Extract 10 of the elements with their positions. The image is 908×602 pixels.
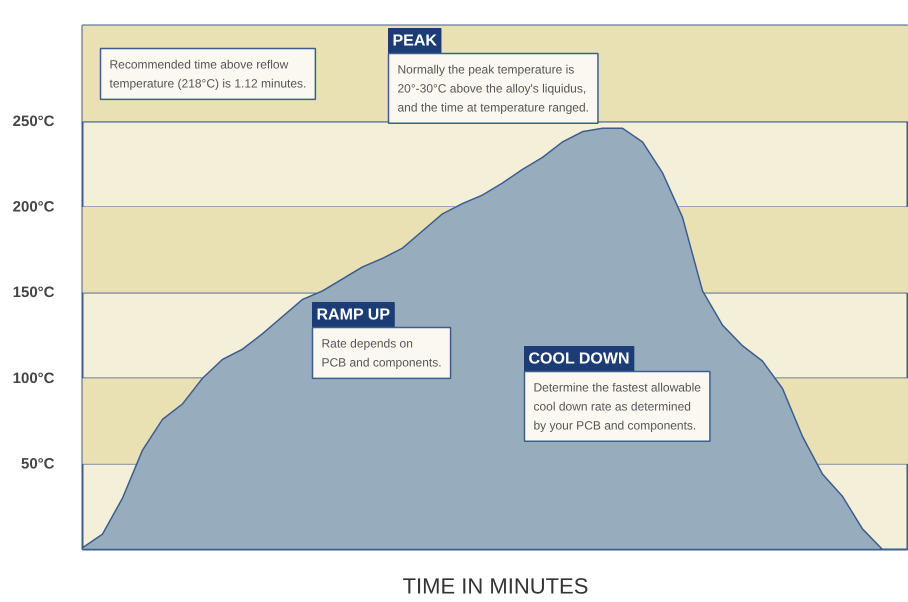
annotation: PEAK Normally the peak temperature is 20°-30°C above the alloy's liquidus, and the time at temperature ranged.	[392, 32, 589, 114]
y-tick-label: 50°C	[20, 455, 55, 472]
x-axis-title: TIME IN MINUTES	[402, 574, 588, 598]
y-tick-label: 250°C	[12, 112, 55, 130]
annotation: Recommended time above reflow temperature (218°C) is 1.12 minutes.	[110, 58, 306, 90]
y-tick-label: 100°C	[12, 370, 55, 387]
annotation: COOL DOWN Determine the fastest allowable cool down rate as determined by your PCB and components.	[528, 350, 702, 432]
y-tick-label: 200°C	[12, 198, 55, 216]
y-tick-label: 150°C	[12, 284, 55, 302]
annotation: RAMP UP Rate depends on PCB and components.	[316, 306, 442, 370]
